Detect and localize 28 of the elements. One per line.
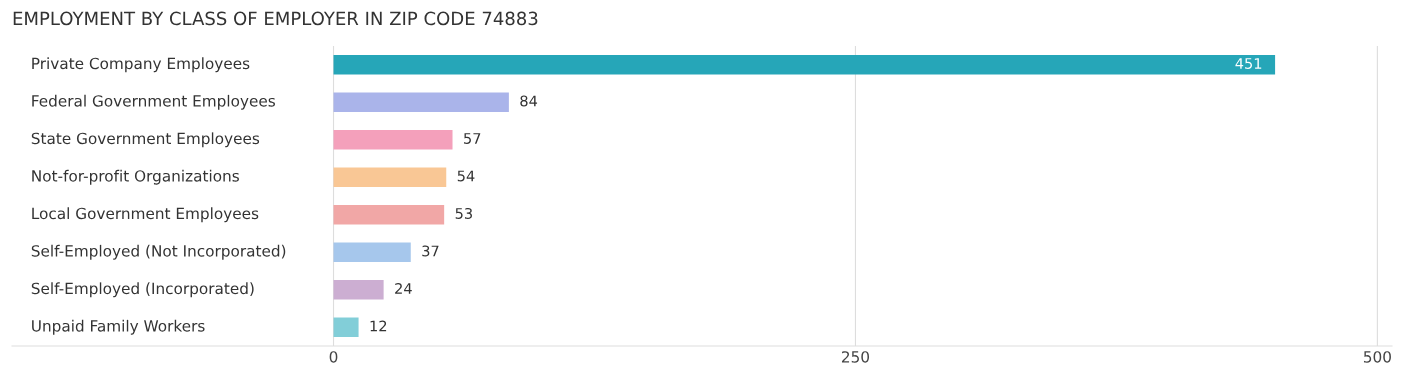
bar bbox=[333, 242, 411, 262]
data-label: 54 bbox=[457, 170, 475, 182]
bar bbox=[333, 205, 445, 225]
data-label: 84 bbox=[520, 95, 538, 107]
bar bbox=[333, 55, 1276, 75]
bar bbox=[333, 92, 509, 112]
data-label: 12 bbox=[370, 320, 387, 332]
data-label: 57 bbox=[464, 133, 481, 144]
data-label: 24 bbox=[395, 282, 412, 294]
data-label: 37 bbox=[422, 245, 439, 257]
y-tick-label: Self-Employed (Incorporated) bbox=[31, 282, 254, 298]
y-tick-label: Not-for-profit Organizations bbox=[32, 169, 239, 185]
y-tick-label: Private Company Employees bbox=[32, 57, 250, 73]
y-tick-label: Unpaid Family Workers bbox=[32, 319, 205, 335]
y-tick-label: Federal Government Employees bbox=[32, 94, 275, 110]
bar bbox=[333, 280, 384, 300]
data-label: 53 bbox=[455, 207, 472, 219]
bar bbox=[333, 130, 453, 150]
data-label: 451 bbox=[1235, 58, 1262, 69]
x-tick-label: 0 bbox=[329, 351, 338, 363]
x-tick-label: 500 bbox=[1363, 351, 1391, 363]
bar bbox=[333, 317, 359, 337]
y-tick-label: Local Government Employees bbox=[32, 207, 259, 223]
y-tick-label: Self-Employed (Not Incorporated) bbox=[31, 244, 286, 260]
chart-title: EMPLOYMENT BY CLASS OF EMPLOYER IN ZIP CODE 74883 bbox=[13, 11, 538, 26]
bar bbox=[333, 167, 447, 187]
y-tick-label: State Government Employees bbox=[31, 132, 260, 148]
x-tick-label: 250 bbox=[841, 351, 870, 363]
